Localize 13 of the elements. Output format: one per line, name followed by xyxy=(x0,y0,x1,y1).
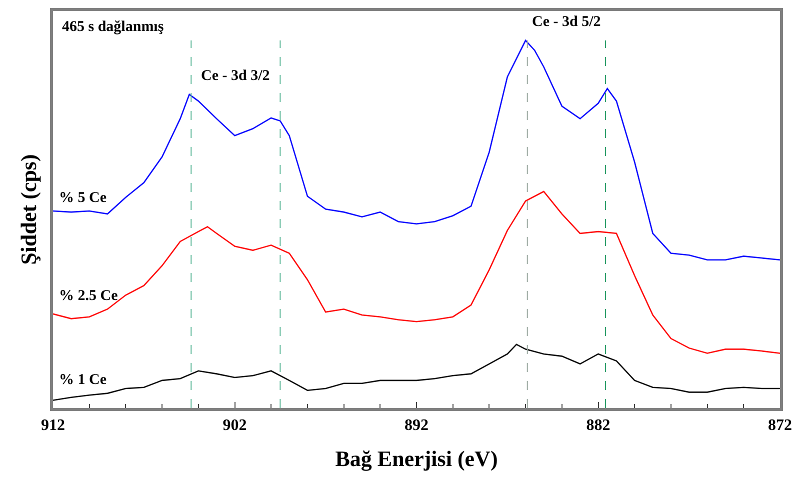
text: Ce - 3d 5/2 xyxy=(532,14,601,30)
y-axis-title: Şiddet (cps) xyxy=(16,154,41,265)
x-tick-label: 902 xyxy=(222,417,247,434)
series-label: % 5 Ce xyxy=(59,190,107,206)
x-axis-title: Bağ Enerjisi (eV) xyxy=(335,446,498,472)
x-tick-label: 892 xyxy=(404,417,428,434)
series-label: % 1 Ce xyxy=(59,372,107,388)
x-tick-label: 882 xyxy=(586,417,610,434)
series-label: % 2.5 Ce xyxy=(59,288,118,304)
x-tick-label: 872 xyxy=(768,417,792,434)
text: 465 s dağlanmış xyxy=(62,19,164,35)
annotation: Ce - 3d 3/2 xyxy=(201,68,270,84)
x-tick-label: 912 xyxy=(41,417,65,434)
